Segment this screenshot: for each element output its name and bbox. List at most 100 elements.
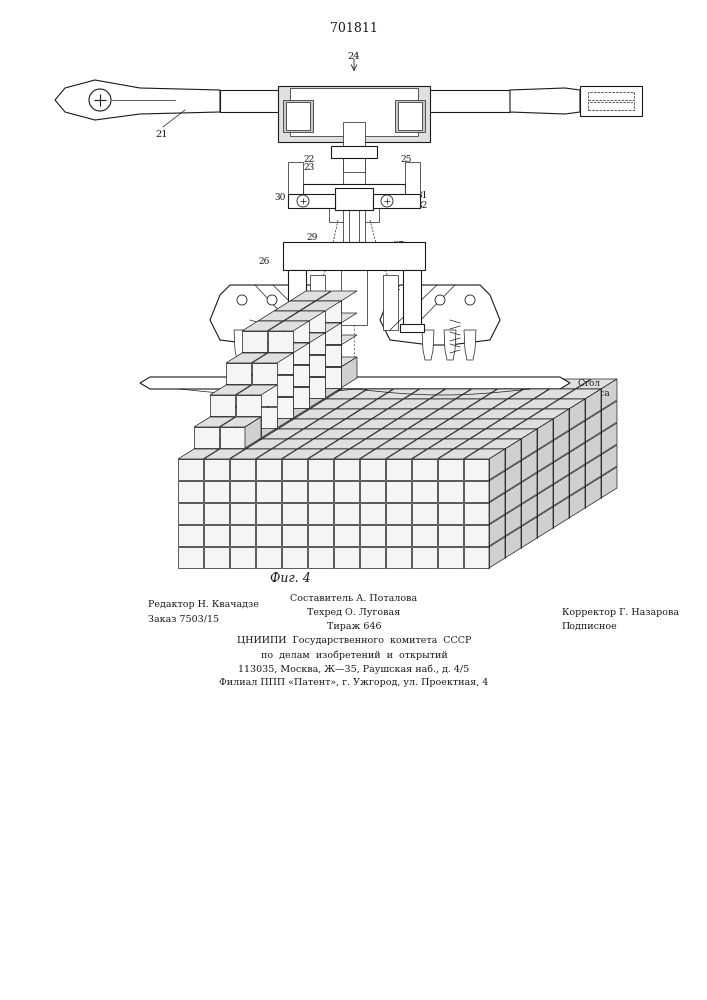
Polygon shape <box>178 525 203 546</box>
Polygon shape <box>569 465 585 496</box>
Polygon shape <box>585 433 601 464</box>
Polygon shape <box>304 419 345 429</box>
Polygon shape <box>341 357 357 388</box>
Text: Филиал ППП «Патент», г. Ужгород, ул. Проектная, 4: Филиал ППП «Патент», г. Ужгород, ул. Про… <box>219 678 489 687</box>
Polygon shape <box>194 427 219 448</box>
Text: Заказ 7503/15: Заказ 7503/15 <box>148 614 219 623</box>
Polygon shape <box>480 439 521 449</box>
Polygon shape <box>290 367 315 388</box>
Polygon shape <box>258 387 283 408</box>
Polygon shape <box>537 441 553 472</box>
Polygon shape <box>290 379 331 389</box>
Polygon shape <box>498 379 539 389</box>
Polygon shape <box>330 419 371 429</box>
Polygon shape <box>226 353 267 363</box>
Polygon shape <box>601 379 617 410</box>
Polygon shape <box>284 387 309 408</box>
Polygon shape <box>220 427 245 448</box>
Polygon shape <box>316 367 341 388</box>
Polygon shape <box>438 503 463 524</box>
Polygon shape <box>242 409 283 419</box>
Polygon shape <box>308 503 333 524</box>
Text: Составитель А. Поталова: Составитель А. Поталова <box>291 594 418 603</box>
Polygon shape <box>489 449 505 480</box>
Polygon shape <box>489 537 505 568</box>
Polygon shape <box>274 377 299 398</box>
Polygon shape <box>258 355 299 365</box>
Polygon shape <box>204 547 229 568</box>
Polygon shape <box>569 487 585 518</box>
Polygon shape <box>236 417 261 438</box>
Polygon shape <box>310 399 351 409</box>
Polygon shape <box>242 375 267 396</box>
Text: 24: 24 <box>348 52 361 61</box>
Polygon shape <box>300 377 325 398</box>
Polygon shape <box>258 387 283 408</box>
Polygon shape <box>496 429 537 439</box>
Polygon shape <box>412 503 437 524</box>
Polygon shape <box>258 343 283 364</box>
Text: 21: 21 <box>155 130 168 139</box>
Polygon shape <box>438 547 463 568</box>
Text: 27: 27 <box>392 241 404 250</box>
Polygon shape <box>226 363 251 384</box>
Polygon shape <box>524 379 565 389</box>
Polygon shape <box>258 365 283 386</box>
Polygon shape <box>502 409 543 419</box>
Polygon shape <box>316 345 341 366</box>
Polygon shape <box>368 379 409 389</box>
Polygon shape <box>378 389 419 399</box>
Polygon shape <box>230 449 271 459</box>
Circle shape <box>89 89 111 111</box>
Polygon shape <box>334 547 359 568</box>
Polygon shape <box>290 323 315 344</box>
Text: 22: 22 <box>304 155 315 164</box>
Bar <box>288 194 335 208</box>
Bar <box>290 88 418 136</box>
Polygon shape <box>308 481 333 502</box>
Polygon shape <box>537 419 553 450</box>
Polygon shape <box>288 429 329 439</box>
Text: Корректор Г. Назарова: Корректор Г. Назарова <box>562 608 679 617</box>
Polygon shape <box>220 90 510 112</box>
Polygon shape <box>464 525 489 546</box>
Polygon shape <box>300 389 341 399</box>
Polygon shape <box>284 343 309 364</box>
Text: 33: 33 <box>257 358 268 367</box>
Polygon shape <box>178 459 203 480</box>
Polygon shape <box>268 397 293 418</box>
Polygon shape <box>256 459 281 480</box>
Polygon shape <box>282 449 323 459</box>
Polygon shape <box>226 407 251 428</box>
Polygon shape <box>210 385 251 395</box>
Polygon shape <box>470 429 511 439</box>
Polygon shape <box>284 365 309 386</box>
Polygon shape <box>284 399 325 409</box>
Polygon shape <box>553 453 569 484</box>
Polygon shape <box>300 301 341 311</box>
Polygon shape <box>464 503 489 524</box>
Bar <box>310 275 325 330</box>
Polygon shape <box>550 379 591 389</box>
Polygon shape <box>420 379 461 389</box>
Polygon shape <box>284 355 325 365</box>
Polygon shape <box>236 429 277 439</box>
Polygon shape <box>553 497 569 528</box>
Polygon shape <box>274 377 299 398</box>
Polygon shape <box>464 547 489 568</box>
Polygon shape <box>300 377 325 398</box>
Polygon shape <box>521 517 537 548</box>
Polygon shape <box>210 429 251 439</box>
Polygon shape <box>268 321 309 331</box>
Polygon shape <box>534 389 575 399</box>
Polygon shape <box>316 323 341 344</box>
Polygon shape <box>230 503 255 524</box>
Polygon shape <box>220 417 261 427</box>
Polygon shape <box>324 439 365 449</box>
Polygon shape <box>454 439 495 449</box>
Polygon shape <box>242 331 267 352</box>
Polygon shape <box>489 515 505 546</box>
Polygon shape <box>210 417 235 438</box>
Polygon shape <box>334 459 359 480</box>
Bar <box>331 146 377 158</box>
